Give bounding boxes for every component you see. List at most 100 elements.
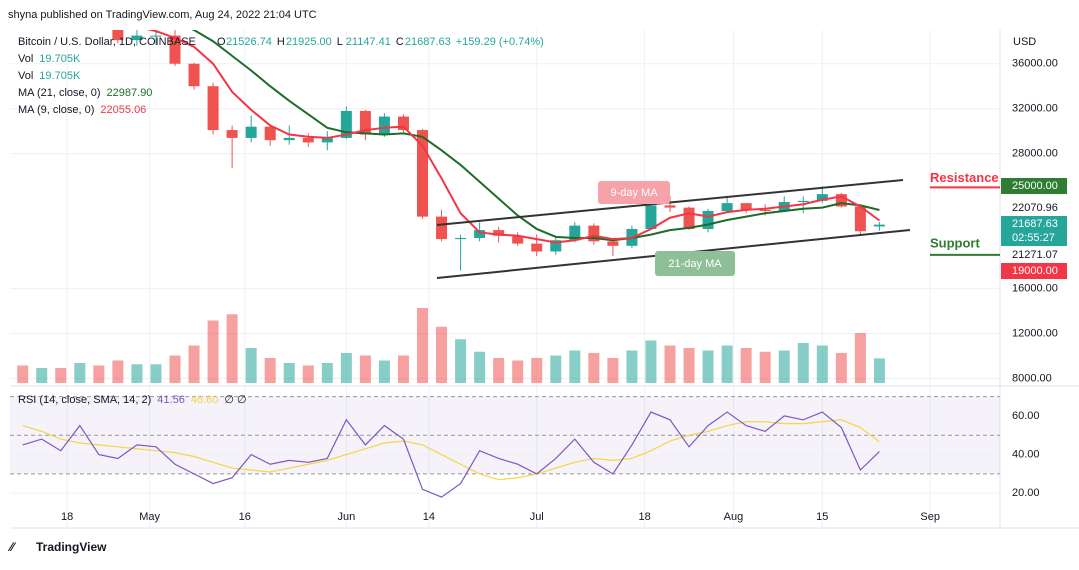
candle-body [816,194,828,201]
ohlc-prefix: C [396,36,404,48]
legend-name: Vol [18,70,33,82]
ohlc-prefix: L [337,36,343,48]
volume-bar [740,348,752,383]
logo: ⁄⁄ [7,540,17,554]
volume-bar [645,340,657,383]
volume-bar [550,355,562,383]
volume-bar [455,339,467,383]
candle-body [112,30,124,41]
rsi-pane [10,388,1000,528]
annotation: Resistance [930,170,999,185]
volume-bar [378,360,390,383]
candle-body [512,235,524,244]
candle-body [417,130,428,217]
x-tick-label: Aug [724,511,744,523]
volume-bar [797,343,809,383]
legend-value: 41.56 [157,394,185,406]
x-tick-label: 18 [61,511,73,523]
ohlc-value: 21147.41 [346,36,391,48]
candle-body [607,241,619,246]
candle-body [226,130,238,138]
candle-body [797,200,809,203]
y-tick-label: 28000.00 [1012,148,1058,160]
price-label-box [1001,216,1067,246]
candle-body [759,209,771,211]
callout-text: 9-day MA [610,187,658,199]
candle-body [550,240,562,252]
ohlc-prefix: H [277,36,285,48]
volume-bar [397,355,409,383]
y-tick-label: 32000.00 [1012,103,1058,115]
volume-bar [340,353,352,383]
legend-name: MA (9, close, 0) [18,104,94,116]
legend-value: 22987.90 [107,87,153,99]
volume-bar [778,350,790,383]
line [146,30,881,244]
price-label: 21687.63 [1012,218,1058,230]
volume-bar [112,360,124,383]
volume-bar [55,368,67,383]
legend-value: 19.705K [39,53,81,65]
volume-bar [683,348,695,383]
volume-bar [302,365,314,383]
drawings: 9-day MA 21-day MA [436,179,911,279]
volume-bar [36,368,48,383]
candle-body [169,35,181,64]
legend-value: 19.705K [39,70,81,82]
ohlc-prefix: O [217,36,226,48]
volume-bar [321,363,333,383]
candle-body [683,207,695,229]
volume-bar [150,364,162,383]
price-label: 22070.96 [1012,202,1058,214]
candle-body [588,225,600,242]
candle-body [188,63,200,87]
volume-bar [664,345,676,383]
candle-body [873,224,885,227]
candle-body [321,137,333,143]
candle-body [664,205,676,208]
candle-body [207,86,219,131]
channel-upper [436,179,904,226]
candle-body [302,137,314,143]
candle-body [721,203,733,211]
annotation: Support [930,235,980,250]
volume-bar [359,355,371,383]
legend-value: ∅ ∅ [224,394,246,406]
x-tick-label: Jul [530,511,544,523]
candle-body [835,194,847,207]
volume-bar [531,358,543,383]
volume-bar [702,350,714,383]
candle-body [455,237,467,240]
candle-body [150,35,162,37]
volume-bar [17,365,29,383]
volume-bar [835,353,847,383]
candle-body [264,126,276,141]
candle-body [283,137,295,141]
backgrounds [10,30,1079,529]
legend-name: Vol [18,53,33,65]
volume-bar [264,358,276,383]
callout-text: 21-day MA [668,258,722,270]
line [22,411,880,498]
y-tick-label: 60.00 [1012,410,1040,422]
candle-body [378,116,390,135]
line [191,30,880,242]
volume-bar [436,326,448,383]
volume-bar [512,360,524,383]
candle-body [436,216,448,240]
x-tick-label: May [139,511,160,523]
chart-title: Bitcoin / U.S. Dollar, 1D, COINBASE [18,36,196,48]
volume-bar [417,308,428,383]
volume-bar [721,345,733,383]
candle-body [340,110,352,138]
y-tick-label: 12000.00 [1012,327,1058,339]
ohlc-value: 21687.63 [405,36,451,48]
price-label-box [1001,263,1067,279]
x-tick-label: 14 [423,511,435,523]
candle-body [131,35,143,41]
price-label-sub: 02:55:27 [1012,232,1055,244]
x-tick-label: 16 [239,511,251,523]
x-tick-label: 18 [638,511,650,523]
price-label-box [1001,247,1067,263]
volume-bar [626,350,638,383]
